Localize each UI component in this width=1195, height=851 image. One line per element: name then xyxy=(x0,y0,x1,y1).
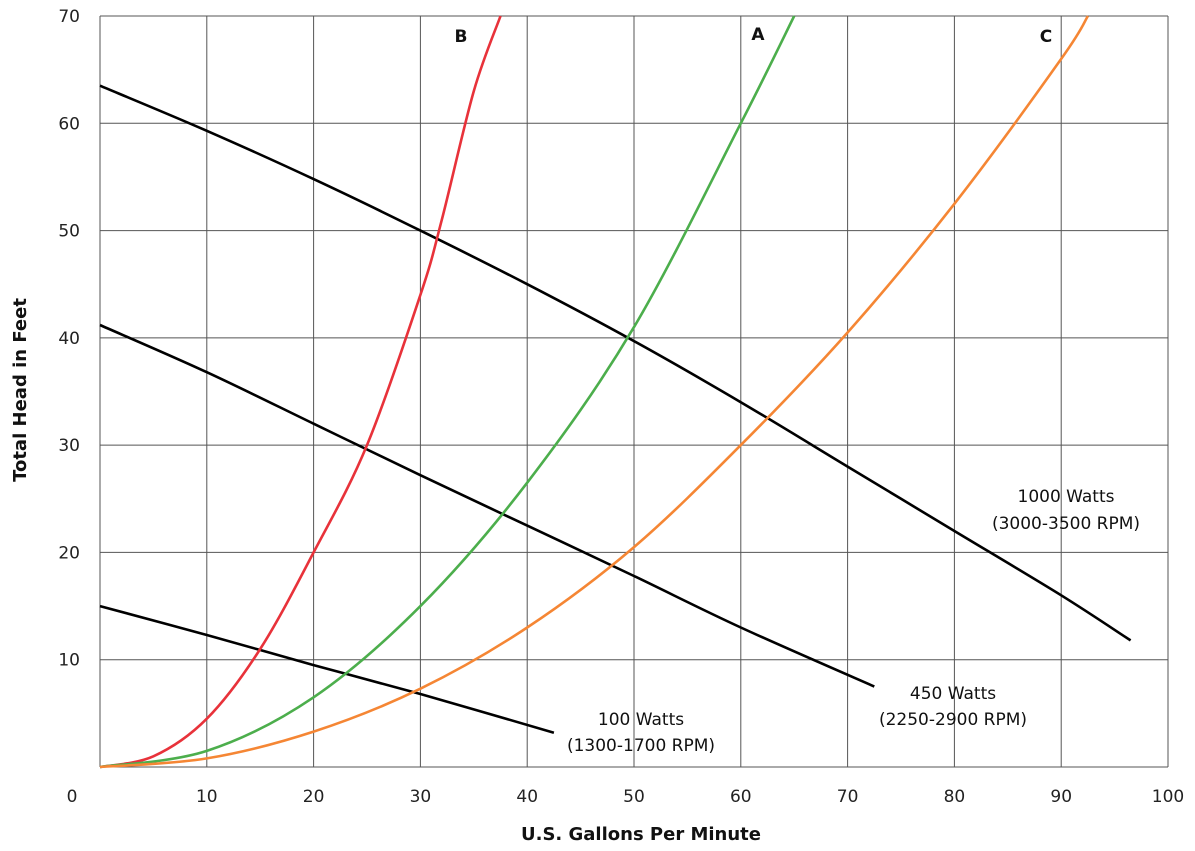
x-tick-label-90: 90 xyxy=(1050,787,1072,807)
annotation-450w-line2: (2250-2900 RPM) xyxy=(879,710,1027,730)
pump-curve-2 xyxy=(99,323,875,688)
pump-curve-1 xyxy=(99,84,1132,642)
grid xyxy=(99,15,1169,768)
y-tick-label-40: 40 xyxy=(58,329,80,349)
x-tick-label-30: 30 xyxy=(410,787,432,807)
x-tick-label-20: 20 xyxy=(303,787,325,807)
power-annotations: 1000 Watts (3000-3500 RPM) 450 Watts (22… xyxy=(567,487,1140,756)
y-tick-label-20: 20 xyxy=(58,543,80,563)
curve-label-b: B xyxy=(455,27,468,47)
pump-curve-3 xyxy=(99,604,555,734)
x-tick-label-0: 0 xyxy=(67,787,78,807)
x-axis-title: U.S. Gallons Per Minute xyxy=(521,824,761,845)
y-tick-label-10: 10 xyxy=(58,651,80,671)
annotation-450w-line1: 450 Watts xyxy=(910,684,996,704)
x-tick-label-10: 10 xyxy=(196,787,218,807)
x-tick-label-70: 70 xyxy=(837,787,859,807)
y-tick-label-30: 30 xyxy=(58,436,80,456)
x-tick-label-60: 60 xyxy=(730,787,752,807)
curve-labels: B A C xyxy=(455,25,1053,47)
x-tick-label-40: 40 xyxy=(516,787,538,807)
y-axis-title: Total Head in Feet xyxy=(10,298,31,482)
x-tick-label-80: 80 xyxy=(944,787,966,807)
x-tick-label-100: 100 xyxy=(1152,787,1184,807)
y-tick-label-50: 50 xyxy=(58,222,80,242)
curve-label-c: C xyxy=(1040,27,1052,47)
annotation-100w-line2: (1300-1700 RPM) xyxy=(567,736,715,756)
system-curve-c xyxy=(99,15,1090,769)
tick-labels: 0 10 20 30 40 50 60 70 80 90 100 10 20 30 40 50 60 70 xyxy=(58,7,1184,807)
y-tick-label-60: 60 xyxy=(58,114,80,134)
y-tick-label-70: 70 xyxy=(58,7,80,27)
system-curve-a xyxy=(99,15,796,769)
curves xyxy=(99,15,1132,769)
x-tick-label-50: 50 xyxy=(623,787,645,807)
annotation-100w-line1: 100 Watts xyxy=(598,710,684,730)
annotation-1000w-line1: 1000 Watts xyxy=(1018,487,1115,507)
annotation-1000w-line2: (3000-3500 RPM) xyxy=(992,514,1140,534)
system-curve-b xyxy=(99,15,502,769)
curve-label-a: A xyxy=(751,25,765,45)
